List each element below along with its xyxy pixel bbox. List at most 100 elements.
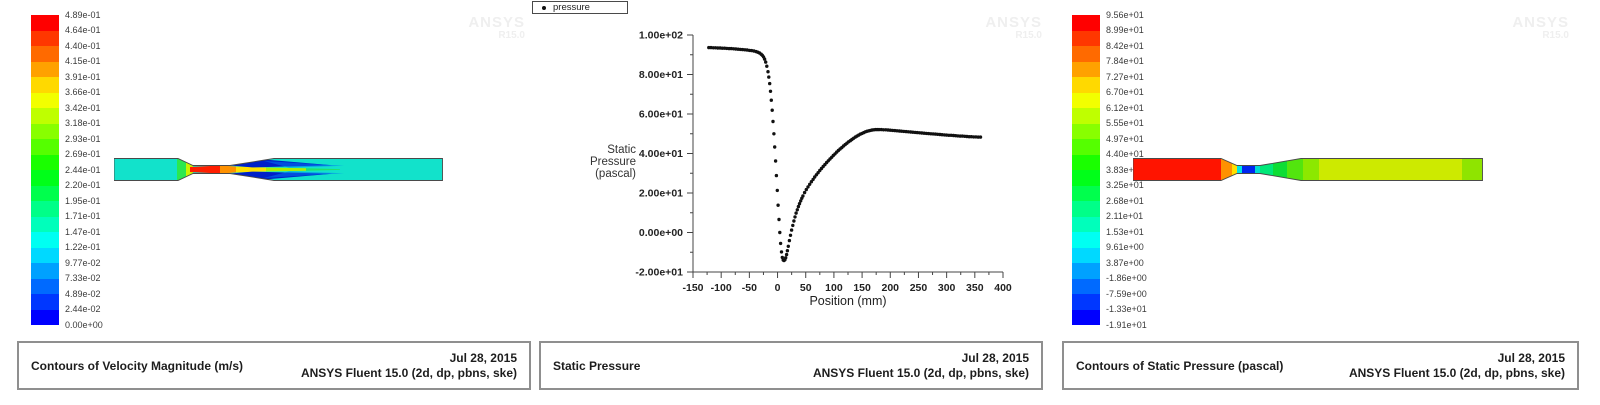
velocity-colorbar-tick-label: 1.95e-01 bbox=[65, 195, 101, 206]
pressure-colorbar-band bbox=[1072, 139, 1100, 155]
pressure-plot-caption-solver: ANSYS Fluent 15.0 (2d, dp, pbns, ske) bbox=[812, 365, 1029, 380]
velocity-colorbar-labels: 4.89e-01 4.64e-01 4.40e-01 4.15e-01 3.91e-01… bbox=[65, 10, 135, 335]
velocity-colorbar-tick-label: 2.44e-01 bbox=[65, 164, 101, 175]
pressure-colorbar-tick-label: 9.56e+01 bbox=[1106, 9, 1144, 20]
pressure-colorbar-band bbox=[1072, 185, 1100, 201]
velocity-converge-band-green bbox=[177, 158, 186, 181]
pressure-colorbar-band bbox=[1072, 46, 1100, 62]
y-axis-tick-label: 1.00e+02 bbox=[639, 30, 683, 42]
ansys-watermark-logo: ANSYS bbox=[985, 14, 1042, 31]
data-point bbox=[806, 185, 810, 189]
pressure-colorbar-tick-label: 2.68e+01 bbox=[1106, 195, 1144, 206]
pressure-colorbar-tick-label: 5.55e+01 bbox=[1106, 118, 1144, 128]
pressure-throat-blue bbox=[1242, 158, 1255, 181]
velocity-jet-yellow bbox=[236, 166, 266, 173]
pressure-colorbar-band bbox=[1072, 216, 1100, 232]
static-pressure-chart: 1.00e+02 8.00e+01 6.00e+01 4.00e+01 2.00e+01… bbox=[590, 30, 1012, 309]
pressure-colorbar-tick-label: 3.87e+00 bbox=[1106, 257, 1144, 268]
velocity-colorbar-tick-label: 3.42e-01 bbox=[65, 102, 101, 113]
data-point bbox=[811, 177, 815, 182]
velocity-duct-outline bbox=[114, 158, 443, 181]
pressure-colorbar-labels: 9.56e+01 8.99e+01 8.42e+01 7.84e+01 7.27e+01… bbox=[1106, 10, 1176, 335]
velocity-colorbar-tick-label: 4.89e-01 bbox=[65, 9, 101, 20]
pressure-colorbar-band bbox=[1072, 92, 1100, 108]
data-point bbox=[778, 241, 783, 246]
data-point bbox=[808, 182, 812, 186]
x-axis-tick-label: 400 bbox=[994, 282, 1012, 294]
velocity-caption-meta: Jul 28, 2015 ANSYS Fluent 15.0 (2d, dp, … bbox=[301, 351, 517, 381]
velocity-jet-core-red bbox=[190, 165, 220, 174]
pressure-colorbar-band bbox=[1072, 30, 1100, 46]
pressure-colorbar-band bbox=[1072, 201, 1100, 217]
velocity-colorbar-band bbox=[31, 309, 59, 325]
velocity-colorbar-tick-label: 4.15e-01 bbox=[65, 56, 101, 66]
velocity-colorbar-band bbox=[31, 294, 59, 310]
pressure-throat-cyan-left bbox=[1237, 158, 1242, 181]
velocity-colorbar-band bbox=[31, 247, 59, 263]
data-point bbox=[792, 219, 796, 223]
x-axis-tick-label: 300 bbox=[938, 282, 956, 294]
pressure-diffuser-band-1 bbox=[1260, 158, 1273, 181]
y-axis-tick-label: 6.00e+01 bbox=[639, 109, 683, 121]
velocity-colorbar-band bbox=[31, 216, 59, 232]
pressure-diffuser-band-2 bbox=[1273, 158, 1287, 181]
pressure-converge-yellow bbox=[1232, 158, 1237, 181]
data-point bbox=[773, 159, 778, 163]
pressure-duct-outline bbox=[1133, 158, 1483, 181]
pressure-outlet-band-green bbox=[1462, 158, 1483, 181]
data-point bbox=[777, 217, 781, 222]
pressure-converge-orange bbox=[1221, 158, 1232, 181]
velocity-colorbar-band bbox=[31, 201, 59, 217]
data-point bbox=[804, 187, 808, 192]
x-axis-tick-label: -100 bbox=[711, 282, 732, 294]
velocity-colorbar-tick-label: 3.66e-01 bbox=[65, 87, 101, 97]
velocity-colorbar-tick-label: 7.33e-02 bbox=[65, 273, 101, 283]
pressure-contour-caption-title: Contours of Static Pressure (pascal) bbox=[1076, 358, 1284, 373]
pressure-inlet-red bbox=[1133, 158, 1221, 181]
pressure-colorbar-band bbox=[1072, 123, 1100, 139]
pressure-contour-caption-solver: ANSYS Fluent 15.0 (2d, dp, pbns, ske) bbox=[1348, 365, 1565, 380]
data-point bbox=[765, 64, 769, 68]
data-point bbox=[779, 250, 784, 254]
ansys-watermark-logo: ANSYS bbox=[1512, 14, 1569, 31]
pressure-colorbar-tick-label: 3.25e+01 bbox=[1106, 180, 1144, 190]
data-point bbox=[801, 194, 805, 198]
pressure-colorbar-tick-label: 6.70e+01 bbox=[1106, 87, 1144, 97]
ansys-watermark-version: R15.0 bbox=[1542, 30, 1569, 41]
velocity-colorbar-tick-label: 1.22e-01 bbox=[65, 242, 101, 252]
velocity-colorbar-band bbox=[31, 77, 59, 93]
pressure-plot-caption-title: Static Pressure bbox=[553, 358, 641, 373]
data-point bbox=[769, 98, 773, 102]
velocity-colorbar-tick-label: 2.44e-02 bbox=[65, 304, 101, 314]
plot-legend: pressure bbox=[532, 1, 628, 14]
pressure-colorbar-tick-label: 8.42e+01 bbox=[1106, 40, 1144, 51]
pressure-colorbar-tick-label: 3.83e+01 bbox=[1106, 164, 1144, 175]
velocity-caption-solver: ANSYS Fluent 15.0 (2d, dp, pbns, ske) bbox=[300, 365, 517, 380]
x-axis-tick-label: 50 bbox=[800, 282, 812, 294]
velocity-colorbar-band bbox=[31, 139, 59, 155]
velocity-colorbar-band bbox=[31, 185, 59, 201]
velocity-colorbar-band bbox=[31, 108, 59, 124]
x-axis-tick-label: 250 bbox=[910, 282, 928, 294]
velocity-jet-yellowgreen bbox=[266, 167, 306, 172]
velocity-colorbar bbox=[31, 15, 59, 325]
data-point bbox=[785, 249, 790, 253]
pressure-contour-caption-bar: Contours of Static Pressure (pascal) Jul… bbox=[1062, 341, 1579, 390]
velocity-colorbar-band bbox=[31, 278, 59, 294]
data-point bbox=[793, 215, 797, 219]
data-point bbox=[789, 228, 794, 232]
velocity-colorbar-band bbox=[31, 61, 59, 77]
ansys-watermark: ANSYS R15.0 bbox=[433, 14, 525, 42]
data-point bbox=[796, 204, 801, 209]
data-point bbox=[797, 202, 802, 206]
pressure-diffuser-band-4 bbox=[1303, 158, 1319, 181]
data-point bbox=[774, 173, 779, 178]
data-point bbox=[771, 119, 775, 124]
data-point bbox=[772, 132, 776, 136]
ansys-watermark-logo: ANSYS bbox=[468, 14, 525, 31]
data-point bbox=[768, 89, 773, 94]
data-point bbox=[786, 244, 790, 248]
pressure-colorbar-tick-label: 2.11e+01 bbox=[1106, 211, 1144, 221]
data-point bbox=[776, 203, 780, 207]
data-point bbox=[778, 230, 782, 235]
